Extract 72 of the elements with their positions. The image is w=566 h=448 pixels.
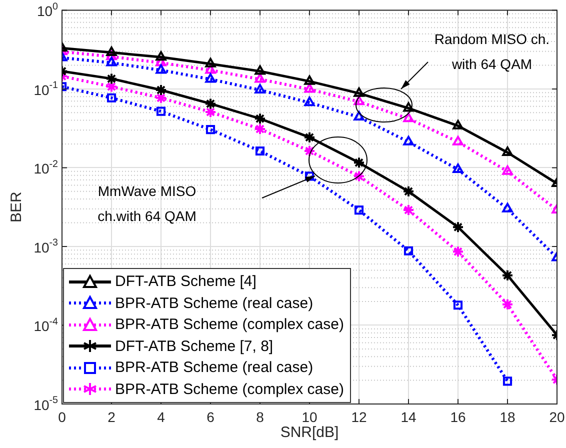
point xyxy=(354,87,364,97)
point xyxy=(205,58,216,68)
point xyxy=(106,50,117,60)
point xyxy=(452,246,464,258)
point xyxy=(452,163,464,173)
point xyxy=(402,204,414,216)
point xyxy=(353,170,365,182)
y-axis-title: BER xyxy=(8,192,26,223)
legend-label: DFT-ATB Scheme [7, 8] xyxy=(115,336,274,356)
point xyxy=(453,300,463,310)
x-tick-label: 4 xyxy=(157,408,166,425)
point xyxy=(106,56,117,66)
point xyxy=(402,185,414,198)
x-tick-label: 8 xyxy=(256,408,264,425)
point xyxy=(354,96,364,106)
point xyxy=(452,120,464,130)
legend-label: BPR-ATB Scheme (real case) xyxy=(115,294,314,314)
point xyxy=(255,146,265,156)
point xyxy=(502,269,514,282)
point xyxy=(304,172,314,181)
point xyxy=(156,51,166,61)
point xyxy=(353,156,365,169)
point xyxy=(205,73,216,83)
x-axis-title: SNR[dB] xyxy=(280,424,339,442)
point xyxy=(502,298,514,310)
point xyxy=(156,106,166,116)
point xyxy=(106,93,116,102)
point xyxy=(254,65,266,75)
point xyxy=(204,98,216,110)
point xyxy=(502,146,513,156)
point xyxy=(403,102,414,112)
legend-label: BPR-ATB Scheme (complex case) xyxy=(115,380,344,400)
point xyxy=(502,165,513,175)
point xyxy=(502,376,512,386)
point xyxy=(106,72,118,85)
annotation: MmWave MISO ch.with 64 QAM xyxy=(98,182,196,224)
point xyxy=(304,131,316,144)
point xyxy=(156,64,166,74)
x-tick-label: 12 xyxy=(351,408,367,425)
x-tick-label: 18 xyxy=(500,408,516,425)
point xyxy=(156,56,166,66)
x-tick-label: 16 xyxy=(450,408,466,425)
legend-label: BPR-ATB Scheme (real case) xyxy=(115,358,314,378)
point xyxy=(304,75,315,85)
point xyxy=(452,221,464,234)
x-tick-label: 0 xyxy=(58,408,66,425)
point xyxy=(403,112,414,122)
point xyxy=(254,123,266,136)
point xyxy=(502,202,513,212)
point xyxy=(206,125,216,134)
point xyxy=(254,112,266,125)
point xyxy=(304,145,316,158)
point xyxy=(452,136,464,146)
point xyxy=(106,46,117,56)
point xyxy=(354,111,364,121)
point xyxy=(304,83,315,93)
annotation: Random MISO ch. with 64 QAM xyxy=(434,30,550,72)
point xyxy=(155,84,167,96)
x-tick-label: 2 xyxy=(108,408,116,425)
point xyxy=(254,84,266,94)
x-tick-label: 14 xyxy=(400,408,416,425)
point xyxy=(205,64,216,74)
point xyxy=(304,96,315,106)
point xyxy=(254,73,266,83)
x-tick-label: 10 xyxy=(302,408,318,425)
x-tick-label: 6 xyxy=(206,408,215,425)
point xyxy=(354,206,364,215)
point xyxy=(403,136,414,146)
legend-label: BPR-ATB Scheme (complex case) xyxy=(115,315,344,335)
point xyxy=(404,246,414,256)
x-tick-label: 20 xyxy=(549,408,565,425)
legend-label: DFT-ATB Scheme [4] xyxy=(115,272,256,292)
